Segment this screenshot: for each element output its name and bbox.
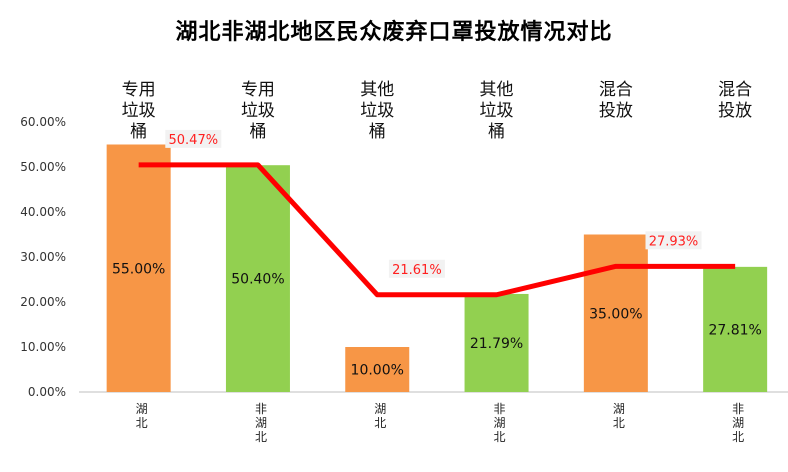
bar bbox=[225, 165, 290, 392]
line-value-label: 27.93% bbox=[649, 234, 699, 249]
group-label: 专用垃圾桶 bbox=[241, 80, 275, 142]
bar-value-label: 35.00% bbox=[589, 306, 642, 322]
y-tick-label: 50.00% bbox=[20, 160, 66, 174]
x-category-label: 湖北 bbox=[136, 401, 148, 430]
line-label-bg bbox=[165, 129, 222, 148]
x-category-label: 非湖北 bbox=[732, 402, 744, 444]
bar-value-label: 27.81% bbox=[708, 322, 761, 338]
line-label-bg bbox=[645, 231, 702, 250]
bar-value-label: 10.00% bbox=[351, 363, 404, 379]
y-tick-label: 30.00% bbox=[20, 250, 66, 264]
group-label: 其他垃圾桶 bbox=[480, 80, 514, 142]
bar bbox=[583, 234, 648, 392]
line-value-label: 50.47% bbox=[169, 133, 219, 148]
bar-value-label: 55.00% bbox=[112, 261, 165, 277]
bar-value-label: 21.79% bbox=[470, 336, 523, 352]
bar bbox=[106, 144, 171, 392]
group-label: 混合投放 bbox=[599, 80, 633, 121]
line-label-bg bbox=[388, 259, 445, 278]
y-tick-label: 0.00% bbox=[28, 385, 66, 399]
x-category-label: 非湖北 bbox=[494, 402, 506, 444]
line-series bbox=[138, 162, 736, 298]
chart-title: 湖北非湖北地区民众废弃口罩投放情况对比 bbox=[175, 20, 613, 45]
y-tick-label: 40.00% bbox=[20, 205, 66, 219]
y-tick-label: 60.00% bbox=[20, 115, 66, 129]
y-tick-label: 10.00% bbox=[20, 340, 66, 354]
bar bbox=[345, 347, 410, 392]
x-category-label: 湖北 bbox=[374, 401, 386, 430]
line-value-label: 21.61% bbox=[392, 263, 442, 278]
bar-value-label: 50.40% bbox=[231, 272, 284, 288]
x-category-label: 湖北 bbox=[613, 401, 625, 430]
y-tick-label: 20.00% bbox=[20, 295, 66, 309]
group-label: 专用垃圾桶 bbox=[122, 80, 156, 142]
bar bbox=[464, 293, 529, 392]
group-label: 混合投放 bbox=[718, 80, 752, 121]
x-category-label: 非湖北 bbox=[255, 402, 267, 444]
group-label: 其他垃圾桶 bbox=[360, 80, 394, 142]
bar bbox=[703, 266, 768, 392]
